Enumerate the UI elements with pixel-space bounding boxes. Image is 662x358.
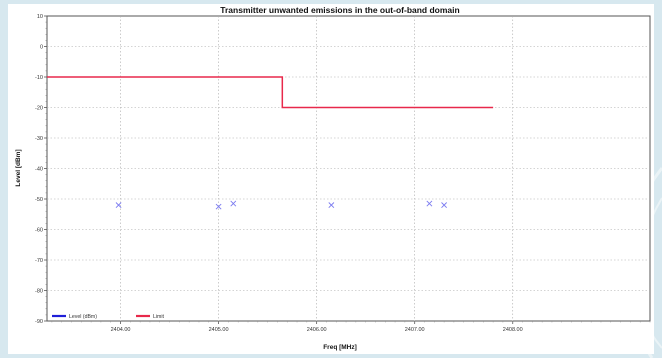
series-layer (47, 76, 494, 210)
y-tick-label: -60 (35, 228, 43, 234)
x-tick-label: 2406.00 (307, 327, 327, 333)
legend: Level (dBm) Limit (52, 314, 165, 320)
level-point-stroke (115, 202, 122, 209)
y-tick-label: -70 (35, 258, 43, 264)
level-point (115, 202, 122, 209)
level-point-stroke (426, 200, 433, 207)
y-tick-label: -30 (35, 136, 43, 142)
level-point (215, 203, 222, 210)
y-tick-label: -50 (35, 197, 43, 203)
legend-label: Limit (153, 314, 165, 320)
chart-panel: Transmitter unwanted emissions in the ou… (8, 4, 654, 354)
y-tick-label: 0 (40, 45, 43, 51)
y-axis-label: Level [dBm] (15, 149, 22, 186)
chart: Transmitter unwanted emissions in the ou… (15, 5, 651, 351)
y-axis: 10 0 -10 -20 -30 -40 -50 -60 -70 -80 -90 (35, 14, 47, 325)
y-tick-label: -20 (35, 106, 43, 112)
level-point-stroke (230, 200, 237, 207)
level-point (328, 202, 335, 209)
x-tick-label: 2408.00 (503, 327, 523, 333)
x-tick-label: 2407.00 (405, 327, 425, 333)
legend-label: Level (dBm) (69, 314, 97, 320)
y-tick-label: 10 (37, 14, 43, 20)
level-point (441, 202, 448, 209)
x-tick-label: 2405.00 (209, 327, 229, 333)
x-tick-label: 2404.00 (111, 327, 131, 333)
x-axis-label: Freq [MHz] (323, 344, 357, 351)
chart-title: Transmitter unwanted emissions in the ou… (220, 5, 459, 15)
x-axis: 2404.00 2405.00 2406.00 2407.00 2408.00 (51, 321, 651, 333)
level-point-stroke (328, 202, 335, 209)
level-point (230, 200, 237, 207)
level-point-stroke (215, 203, 222, 210)
limit-line (47, 76, 494, 109)
level-point-stroke (441, 202, 448, 209)
y-tick-label: -40 (35, 167, 43, 173)
y-tick-label: -80 (35, 289, 43, 295)
y-tick-label: -90 (35, 319, 43, 325)
y-tick-label: -10 (35, 75, 43, 81)
level-point (426, 200, 433, 207)
